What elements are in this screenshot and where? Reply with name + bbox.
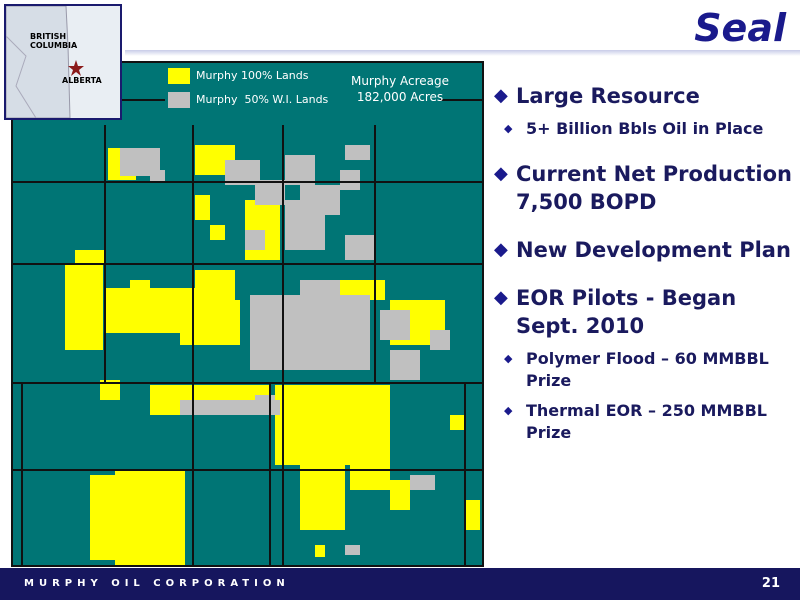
page-number: 21: [761, 576, 780, 591]
bullet-symbol: ◆: [494, 163, 508, 184]
acreage-label: Murphy Acreage: [350, 74, 450, 88]
company-name: MURPHY OIL CORPORATION: [24, 578, 290, 589]
map-graphic: [11, 61, 484, 567]
bullet-item: ◆ Large Resource ◆ 5+ Billion Bbls Oil in P…: [494, 82, 794, 160]
sub-bullet-row: ◆ Polymer Flood – 60 MMBBL Prize: [504, 348, 794, 392]
murphy-50-lands: [120, 92, 450, 555]
township-grid: [12, 99, 483, 566]
sub-bullet-row: ◆ 5+ Billion Bbls Oil in Place: [504, 118, 794, 140]
spacer: [494, 448, 794, 464]
sub-bullet-row: ◆ Thermal EOR – 250 MMBBL Prize: [504, 400, 794, 444]
bullet-item: ◆ Current Net Production 7,500 BOPD: [494, 160, 794, 216]
bullet-text: EOR Pilots - Began Sept. 2010: [516, 286, 737, 338]
bullet-row: ◆ Large Resource: [494, 82, 794, 110]
spacer: [494, 144, 794, 160]
bullet-text: New Development Plan: [516, 238, 791, 262]
footer-bar: MURPHY OIL CORPORATION 21: [0, 568, 800, 600]
bullet-item: ◆ New Development Plan: [494, 236, 794, 264]
sub-bullet-symbol: ◆: [504, 122, 513, 135]
bullet-item: ◆ EOR Pilots - Began Sept. 2010 ◆ Polymer F…: [494, 284, 794, 464]
sub-bullet-symbol: ◆: [504, 352, 513, 365]
region-label: ALBERTA: [62, 76, 102, 85]
inset-outline: [5, 5, 84, 119]
bullet-symbol: ◆: [494, 287, 508, 308]
sub-bullet-text: 5+ Billion Bbls Oil in Place: [526, 119, 764, 138]
sub-bullet-text: Polymer Flood – 60 MMBBL Prize: [526, 349, 769, 390]
slide-title: Seal: [694, 6, 786, 50]
inset-map: BRITISH COLUMBIA ALBERTA: [4, 4, 122, 120]
sub-bullet-text: Thermal EOR – 250 MMBBL Prize: [526, 401, 767, 442]
header-rule: [125, 50, 800, 56]
sub-bullet-symbol: ◆: [504, 404, 513, 417]
region-label: BRITISH COLUMBIA: [30, 32, 78, 50]
bullet-text: Current Net Production 7,500 BOPD: [516, 162, 793, 214]
legend-label: Murphy 100% Lands: [196, 69, 309, 82]
bullet-row: ◆ EOR Pilots - Began Sept. 2010: [494, 284, 794, 340]
legend-label: Murphy 50% W.I. Lands: [196, 93, 329, 106]
bullet-symbol: ◆: [494, 85, 508, 106]
murphy-100-lands: [65, 68, 480, 565]
acreage-value: 182,000 Acres: [356, 90, 444, 104]
bullet-row: ◆ Current Net Production 7,500 BOPD: [494, 160, 794, 216]
bullet-row: ◆ New Development Plan: [494, 236, 794, 264]
bullet-symbol: ◆: [494, 239, 508, 260]
bullet-text: Large Resource: [516, 84, 700, 108]
bullet-list: ◆ Large Resource ◆ 5+ Billion Bbls Oil in P…: [494, 82, 794, 464]
